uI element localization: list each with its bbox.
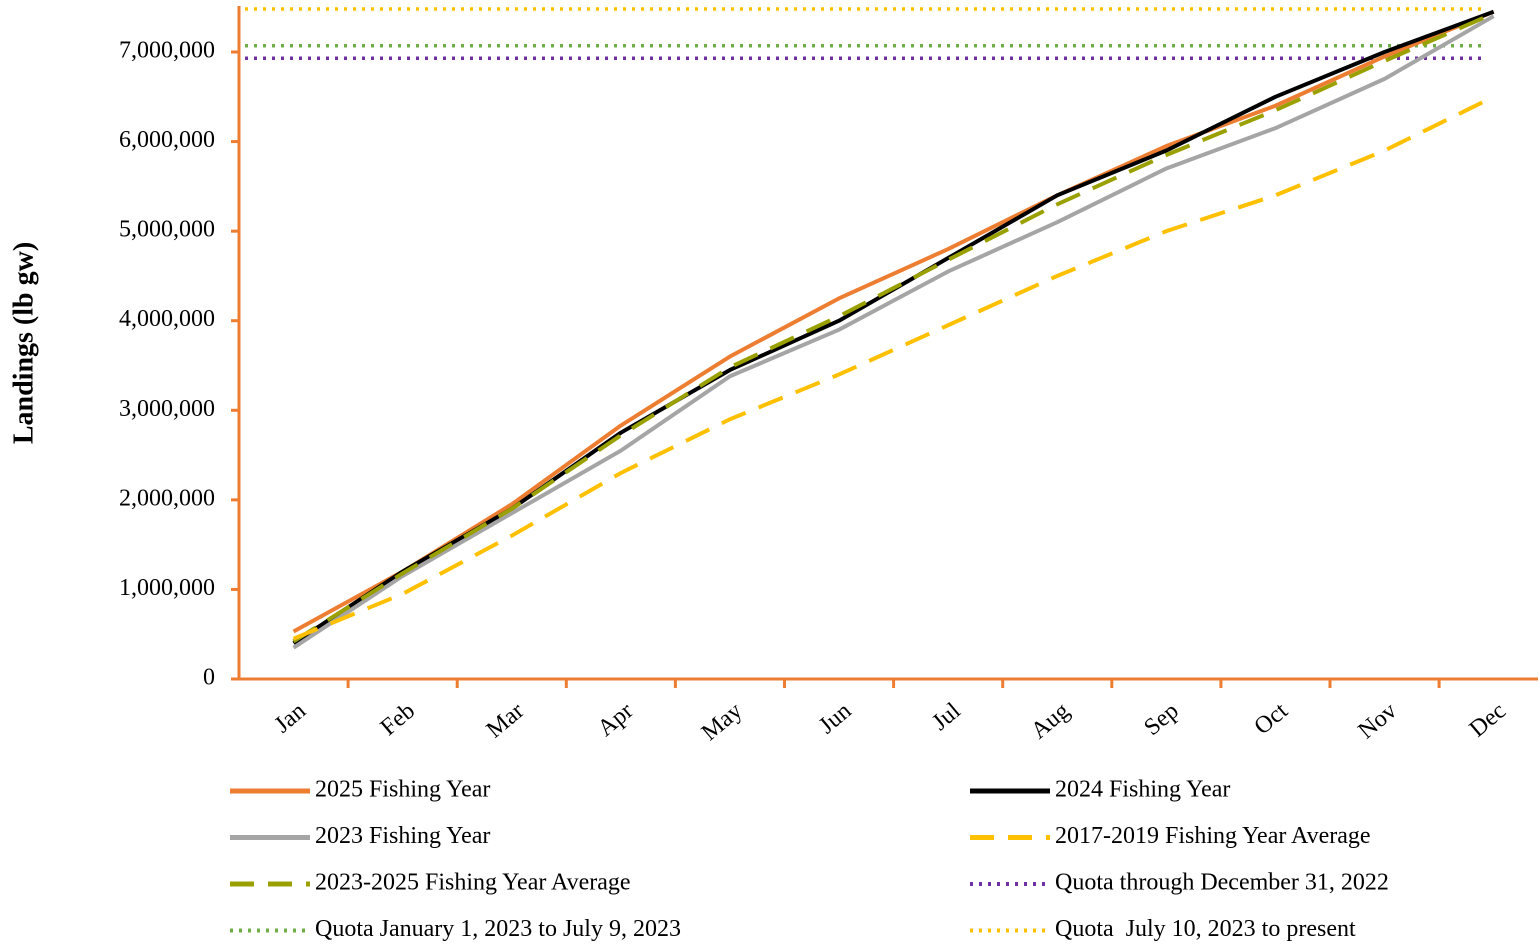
series-line [292, 14, 1495, 650]
series-line [292, 95, 1495, 641]
legend-label: 2025 Fishing Year [315, 777, 490, 803]
x-tick-label: Oct [1250, 698, 1294, 740]
x-tick-label: Jan [270, 698, 311, 738]
y-axis-label: Landings (lb gw) [8, 242, 39, 444]
y-tick-label: 4,000,000 [119, 306, 215, 332]
y-tick-label: 7,000,000 [119, 38, 215, 64]
legend-label: Quota July 10, 2023 to present [1055, 916, 1356, 942]
x-tick-label: Feb [376, 698, 420, 741]
y-tick-label: 0 [203, 665, 215, 691]
legend-label: 2023-2025 Fishing Year Average [315, 870, 631, 896]
series-line [292, 11, 1495, 644]
legend-label: 2023 Fishing Year [315, 823, 490, 849]
legend-label: Quota through December 31, 2022 [1055, 870, 1389, 896]
legend-label: 2017-2019 Fishing Year Average [1055, 823, 1371, 849]
x-tick-label: Nov [1354, 698, 1402, 745]
y-tick-label: 2,000,000 [119, 485, 215, 511]
y-tick-label: 6,000,000 [119, 127, 215, 153]
x-tick-label: Jun [814, 698, 856, 739]
x-tick-label: Sep [1139, 698, 1183, 741]
y-tick-label: 3,000,000 [119, 396, 215, 422]
x-tick-label: Aug [1026, 698, 1074, 745]
y-tick-label: 1,000,000 [119, 575, 215, 601]
x-tick-label: Dec [1465, 698, 1511, 743]
series-line [292, 9, 1495, 645]
series-line [292, 9, 1495, 634]
legend-label: Quota January 1, 2023 to July 9, 2023 [315, 916, 681, 942]
x-tick-label: Apr [593, 698, 638, 742]
x-tick-label: Mar [482, 698, 529, 744]
y-tick-label: 5,000,000 [119, 217, 215, 243]
legend-label: 2024 Fishing Year [1055, 777, 1230, 803]
x-tick-label: Jul [927, 698, 965, 736]
x-tick-label: May [697, 698, 747, 746]
